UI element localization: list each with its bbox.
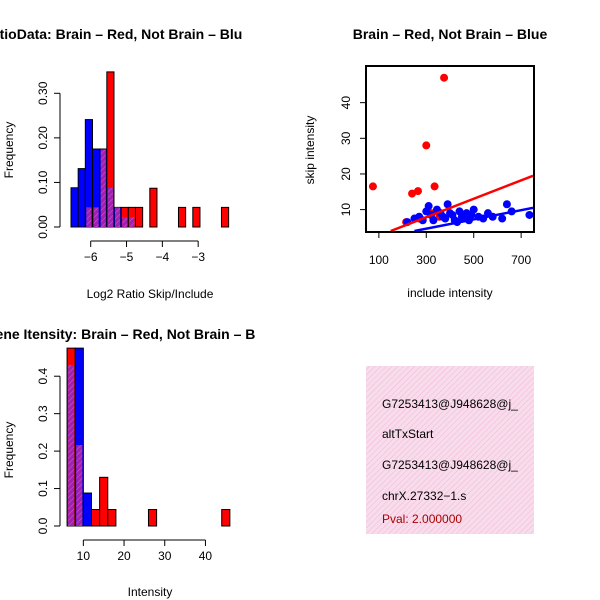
overlap-bar (122, 217, 128, 227)
x-tick-label: 10 (77, 549, 91, 563)
x-tick-label: 100 (369, 253, 389, 267)
scatter-xlabel: include intensity (407, 286, 492, 300)
y-tick-label: 0.4 (36, 368, 50, 385)
y-tick-label: 0.00 (36, 215, 50, 239)
y-tick-label: 30 (339, 131, 353, 145)
info-line-2: altTxStart (382, 427, 434, 441)
scatter-title: Brain – Red, Not Brain – Blue (353, 26, 548, 42)
red-bar (149, 187, 158, 228)
blue-bar (77, 168, 86, 228)
intensity-histogram-panel: Gene Itensity: Brain – Red, Not Brain – … (0, 326, 255, 599)
blue-point (429, 216, 438, 225)
intensity-histogram-title: Gene Itensity: Brain – Red, Not Brain – … (0, 326, 255, 342)
info-panel: G7253413@J948628@j_ altTxStart G7253413@… (366, 366, 534, 534)
x-tick-label: 30 (158, 549, 172, 563)
info-line-4: chrX.27332−1.s (382, 489, 466, 503)
red-bar (221, 509, 231, 527)
x-tick-label: −3 (191, 250, 205, 264)
scatter-frame (365, 65, 535, 233)
blue-point (424, 202, 433, 211)
ratio-histogram-title: RatioData: Brain – Red, Not Brain – Blu (0, 26, 242, 42)
x-tick-label: −4 (156, 250, 170, 264)
info-panel-background (366, 366, 534, 534)
red-bar (177, 206, 187, 228)
info-line-1: G7253413@J948628@j_ (382, 397, 518, 411)
x-tick-label: 300 (416, 253, 436, 267)
red-point (413, 187, 422, 196)
y-tick-label: 0.3 (36, 405, 50, 422)
red-point (422, 141, 431, 150)
overlap-bar (100, 149, 106, 227)
y-tick-label: 0.20 (36, 126, 50, 150)
x-tick-label: −6 (84, 250, 98, 264)
scatter-marks (368, 73, 533, 231)
red-bar (107, 509, 117, 527)
red-bar (147, 509, 158, 527)
ratio-histogram-axes: −6 −5 −4 −3 0.00 0.10 0.20 0.30 (36, 81, 205, 264)
blue-fit-line (414, 206, 533, 231)
info-line-3: G7253413@J948628@j_ (382, 458, 518, 472)
blue-bar (70, 187, 79, 228)
y-tick-label: 10 (339, 203, 353, 217)
intensity-histogram-bars (66, 347, 231, 527)
blue-bar (82, 492, 92, 527)
x-tick-label: 700 (511, 253, 531, 267)
y-tick-label: 0.2 (36, 442, 50, 459)
overlap-bar (86, 207, 92, 227)
intensity-histogram-axes: 10 20 30 40 0.0 0.1 0.2 0.3 0.4 (36, 368, 212, 563)
overlap-bar (114, 207, 121, 227)
blue-point (441, 214, 450, 223)
ratio-histogram-bars (70, 71, 230, 228)
y-tick-label: 0.0 (36, 517, 50, 534)
blue-point (498, 214, 507, 223)
red-bar (192, 206, 201, 228)
y-tick-label: 40 (339, 96, 353, 110)
blue-point (502, 200, 511, 209)
x-tick-label: 20 (117, 549, 131, 563)
scatter-ylabel: skip intensity (303, 116, 317, 185)
overlap-bar (68, 364, 75, 526)
overlap-bar (129, 217, 135, 227)
x-tick-label: 40 (199, 549, 213, 563)
y-tick-label: 0.1 (36, 480, 50, 497)
scatter-panel: Brain – Red, Not Brain – Blue 100 300 500 7… (303, 26, 547, 300)
overlap-bar (93, 207, 99, 227)
blue-point (525, 210, 533, 219)
y-tick-label: 20 (339, 167, 353, 181)
intensity-histogram-xlabel: Intensity (128, 585, 173, 599)
red-point (430, 182, 439, 191)
overlap-bar (76, 445, 83, 526)
red-point (440, 73, 449, 82)
pval-label: Pval: 2.000000 (382, 512, 462, 526)
blue-point (443, 200, 452, 209)
red-bar (99, 476, 109, 527)
blue-point (469, 205, 478, 214)
overlap-bar (107, 187, 113, 227)
red-point (368, 182, 377, 191)
red-bar (134, 206, 144, 228)
ratio-histogram-panel: RatioData: Brain – Red, Not Brain – Blu … (0, 26, 242, 301)
ratio-histogram-xlabel: Log2 Ratio Skip/Include (87, 287, 214, 301)
scatter-axes: 100 300 500 700 10 20 30 40 (339, 96, 531, 267)
red-bar (90, 509, 101, 527)
x-tick-label: 500 (464, 253, 484, 267)
red-bar (220, 206, 230, 228)
red-fit-line (390, 174, 533, 231)
intensity-histogram-ylabel: Frequency (2, 422, 16, 479)
x-tick-label: −5 (120, 250, 134, 264)
y-tick-label: 0.30 (36, 81, 50, 105)
ratio-histogram-ylabel: Frequency (2, 122, 16, 179)
y-tick-label: 0.10 (36, 170, 50, 194)
